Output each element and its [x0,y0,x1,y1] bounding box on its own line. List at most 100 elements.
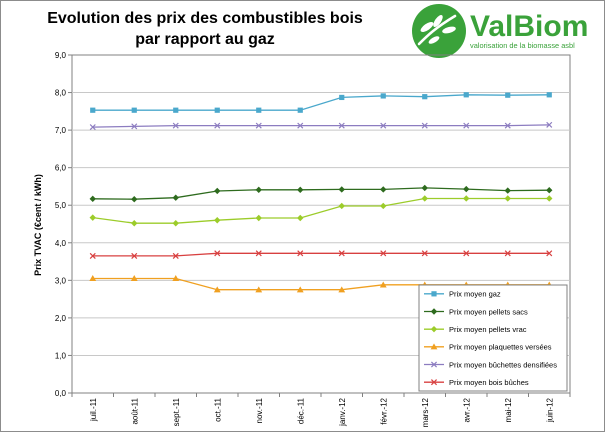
series-5 [89,250,553,259]
x-tick-label: nov.-11 [255,397,264,423]
logo-name: ValBiom [470,10,588,43]
data-point [131,196,138,203]
data-point [130,275,138,282]
data-point [504,122,511,129]
data-point [131,123,138,130]
series-line [92,124,550,128]
data-point [172,122,179,129]
x-tick-label: févr.-12 [379,397,388,424]
data-point [338,286,346,293]
data-point [546,92,552,98]
x-tick-label: oct.-11 [213,397,222,421]
data-point [297,122,304,129]
data-point [338,122,345,129]
data-point [131,252,138,259]
x-tick-label: juil.-11 [89,397,98,422]
data-point [380,122,387,129]
data-point [339,94,345,101]
logo-leaf-2-icon [433,15,443,27]
data-point [131,107,137,113]
legend: Prix moyen gaz Prix moyen pellets sacs Pri… [418,284,568,392]
data-point [504,250,511,257]
data-point [214,187,221,195]
data-point [421,122,428,129]
data-point [172,252,179,259]
legend-label: Prix moyen gaz [449,290,501,299]
y-tick-label: 1,0 [55,351,67,360]
legend-item: Prix moyen bûchettes densifiées [424,360,557,369]
data-point [297,214,304,222]
y-axis-label: Prix TVAC (€cent / kWh) [33,174,43,276]
legend-label: Prix moyen pellets vrac [449,325,527,334]
legend-label: Prix moyen bois bûches [449,378,529,387]
data-point [172,275,180,282]
data-point [338,202,345,210]
data-point [256,107,262,113]
valbiom-logo: ValBiom valorisation de la biomasse asbl [412,4,588,58]
legend-label: Prix moyen plaquettes versées [449,343,552,352]
logo-tagline: valorisation de la biomasse asbl [470,41,575,50]
data-point [214,107,220,113]
legend-marker [430,325,438,333]
data-point [89,124,96,131]
series-0 [90,92,552,113]
y-tick-label: 7,0 [55,126,67,135]
series-line [92,187,550,200]
data-point [546,121,553,128]
x-tick-label: janv.-12 [338,397,347,426]
series-line [92,197,550,224]
data-point [463,122,470,129]
data-point [172,194,179,201]
y-tick-label: 6,0 [55,164,67,173]
data-point [380,250,387,257]
logo-leaf-3-icon [442,26,456,34]
data-point [422,94,428,100]
data-point [421,184,428,192]
data-point [172,220,179,227]
legend-label: Prix moyen bûchettes densifiées [449,360,557,369]
data-point [255,214,262,222]
logo-leaf-1-icon [420,21,434,33]
data-point [255,186,262,194]
data-point [463,250,470,257]
data-point [504,187,511,194]
x-tick-label: mai-12 [504,397,513,422]
data-point [421,250,428,257]
data-point [297,250,304,257]
data-point [380,202,387,210]
y-tick-label: 3,0 [55,276,67,285]
series-4 [89,121,553,131]
chart-title-line-2: par rapport au gaz [135,31,275,48]
series-line [92,252,550,257]
x-tick-label: juin-12 [545,397,554,423]
data-point [131,220,138,227]
data-point [213,286,221,293]
legend-marker [430,308,438,315]
x-tick-label: avr.-12 [462,397,471,422]
legend-label: Prix moyen pellets sacs [449,307,528,316]
data-point [380,186,387,193]
x-tick-label: août-11 [130,397,139,424]
data-point [421,195,428,202]
data-point [296,286,304,293]
chart-title: Evolution des prix des combustibles bois… [20,8,390,50]
legend-item: Prix moyen plaquettes versées [424,343,552,352]
data-point [89,252,96,259]
legend-marker [430,343,438,350]
x-tick-label: mars-12 [421,397,430,427]
series-2 [89,195,553,227]
data-point [546,187,553,194]
data-point [504,195,511,202]
data-point [214,217,221,224]
data-point [297,107,303,113]
chart-title-line-1: Evolution des prix des combustibles bois [47,10,363,27]
logo-leaf-4-icon [428,36,440,44]
data-point [214,250,221,257]
data-point [338,186,345,193]
data-point [89,195,96,203]
legend-item: Prix moyen bois bûches [424,378,529,387]
data-point [89,275,97,282]
y-tick-label: 4,0 [55,239,67,248]
y-tick-label: 9,0 [55,51,67,60]
